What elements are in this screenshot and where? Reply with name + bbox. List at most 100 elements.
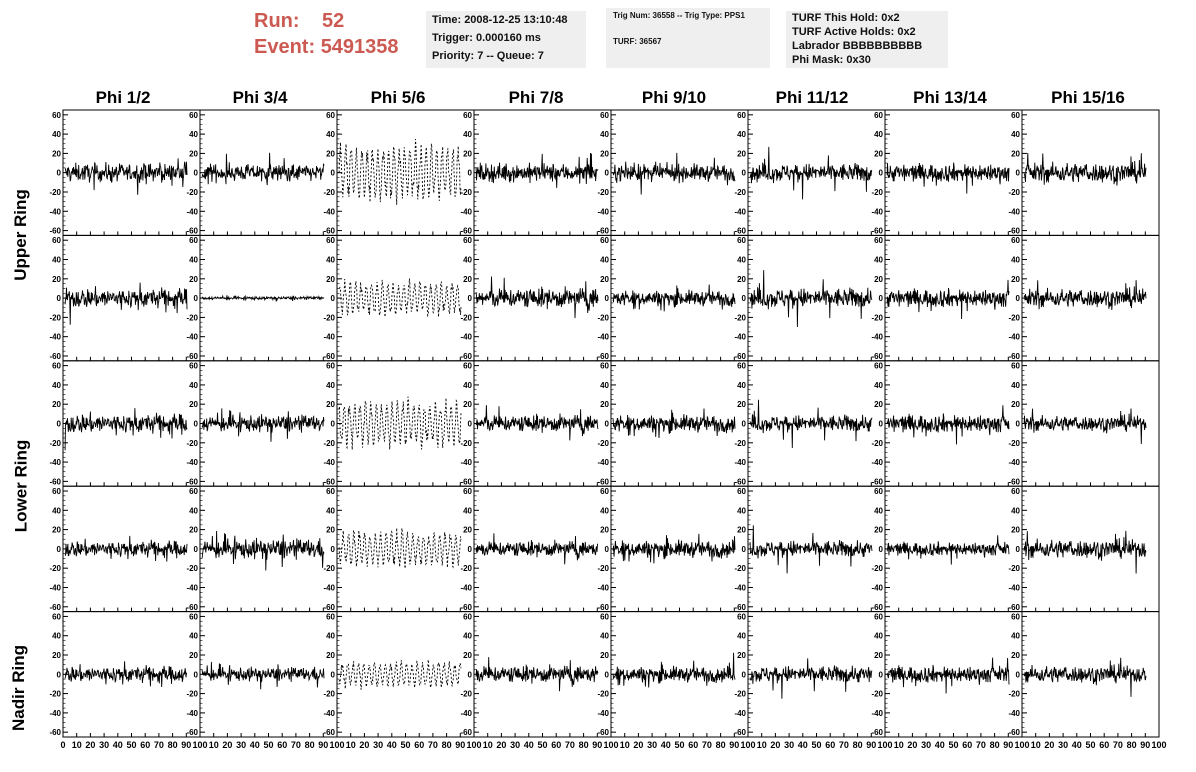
y-tick-label: -40 [186, 458, 198, 467]
y-tick-label: -20 [49, 564, 61, 573]
waveform-line [64, 282, 188, 325]
y-tick-label: 40 [600, 381, 609, 390]
waveform-line [749, 270, 873, 328]
waveform-line [612, 533, 736, 564]
waveform-line [201, 661, 325, 690]
x-tick-label: 40 [661, 740, 671, 750]
y-tick-label: 20 [737, 149, 746, 158]
x-tick-label: 70 [1113, 740, 1123, 750]
y-tick-label: 20 [874, 526, 883, 535]
y-tick-label: 60 [737, 612, 746, 621]
y-tick-label: 60 [189, 612, 198, 621]
y-tick-label: -20 [1008, 439, 1020, 448]
y-tick-label: 40 [326, 381, 335, 390]
y-tick-label: 20 [52, 400, 61, 409]
waveform-line [64, 158, 188, 195]
waveform-line [338, 527, 462, 569]
y-tick-label: -20 [871, 564, 883, 573]
y-tick-label: 40 [326, 506, 335, 515]
y-tick-label: 0 [605, 169, 610, 178]
y-tick-label: -40 [1008, 458, 1020, 467]
waveform-line [749, 146, 873, 200]
y-tick-label: -20 [871, 439, 883, 448]
y-tick-label: -40 [871, 583, 883, 592]
x-tick-label: 10 [620, 740, 630, 750]
waveform-line [1023, 152, 1147, 186]
waveform-panel: -60 -40 -20 0 20 40 60 [734, 234, 886, 362]
y-tick-label: 40 [874, 506, 883, 515]
y-tick-label: 0 [879, 169, 884, 178]
y-tick-label: -20 [1008, 188, 1020, 197]
x-tick-label: 50 [674, 740, 684, 750]
y-tick-label: 0 [879, 294, 884, 303]
x-tick-label: 10 [483, 740, 493, 750]
x-tick-label: 80 [1127, 740, 1137, 750]
y-tick-label: 20 [737, 275, 746, 284]
labrador-text: Labrador BBBBBBBBBB [792, 40, 923, 52]
y-tick-label: -20 [460, 313, 472, 322]
x-tick-label: 60 [277, 740, 287, 750]
waveform-panel: -60 -40 -20 0 20 40 60 [1008, 360, 1160, 487]
waveform-panel: -60 -40 -20 0 20 40 60 [460, 234, 612, 362]
y-tick-label: -60 [49, 728, 61, 737]
y-tick-label: -60 [186, 728, 198, 737]
y-tick-label: 0 [742, 294, 747, 303]
x-tick-label: 30 [236, 740, 246, 750]
y-tick-label: 0 [194, 545, 199, 554]
y-tick-label: 20 [1011, 651, 1020, 660]
y-tick-label: 60 [189, 111, 198, 120]
x-tick-label: 90 [1003, 740, 1013, 750]
y-tick-label: 0 [605, 545, 610, 554]
waveform-line [886, 405, 1010, 445]
y-tick-label: 20 [189, 651, 198, 660]
waveform-panel: -60 -40 -20 0 20 40 60 [734, 611, 886, 738]
y-tick-label: -40 [323, 709, 335, 718]
waveform-line [886, 279, 1010, 320]
y-tick-label: -60 [49, 477, 61, 486]
waveform-line [749, 525, 873, 574]
waveform-panel: -60 -40 -20 0 20 40 60 [49, 485, 201, 613]
y-tick-label: 40 [874, 381, 883, 390]
y-tick-label: 0 [331, 420, 336, 429]
y-tick-label: -20 [460, 690, 472, 699]
y-tick-label: 20 [463, 149, 472, 158]
x-tick-label: 100 [329, 740, 344, 750]
y-tick-label: -40 [597, 583, 609, 592]
priority-text: Priority: 7 -- Queue: 7 [432, 50, 544, 62]
y-tick-label: 40 [52, 256, 61, 265]
y-tick-label: -60 [323, 227, 335, 236]
y-tick-label: -60 [323, 477, 335, 486]
y-tick-label: 60 [1011, 612, 1020, 621]
column-header-phi-3-4: Phi 3/4 [232, 88, 288, 107]
waveform-line [338, 278, 462, 318]
y-tick-label: -60 [460, 477, 472, 486]
y-tick-label: -40 [323, 583, 335, 592]
y-tick-label: -40 [734, 709, 746, 718]
y-tick-label: -20 [597, 313, 609, 322]
waveform-line [475, 405, 599, 441]
waveform-panel: -60 -40 -20 0 20 40 60 [186, 485, 338, 613]
y-tick-label: 20 [189, 275, 198, 284]
y-tick-label: 40 [189, 506, 198, 515]
x-tick-label: 20 [222, 740, 232, 750]
turf-info-box: TURF This Hold: 0x2 TURF Active Holds: 0… [786, 11, 948, 68]
waveform-panel: -60 -40 -20 0 20 40 60 [323, 234, 475, 362]
y-tick-label: -60 [186, 477, 198, 486]
y-tick-label: 0 [605, 420, 610, 429]
x-tick-label: 30 [373, 740, 383, 750]
y-tick-label: -40 [323, 333, 335, 342]
y-tick-label: 40 [463, 381, 472, 390]
y-tick-label: -40 [186, 207, 198, 216]
y-tick-label: 20 [326, 651, 335, 660]
x-tick-label: 20 [1044, 740, 1054, 750]
x-tick-label: 100 [466, 740, 481, 750]
y-tick-label: 40 [1011, 506, 1020, 515]
column-header-phi-7-8: Phi 7/8 [508, 88, 564, 107]
x-tick-label: 50 [811, 740, 821, 750]
waveform-panel: -60 -40 -20 0 20 40 60 [186, 360, 338, 487]
y-tick-label: 60 [326, 236, 335, 245]
y-tick-label: 60 [52, 612, 61, 621]
y-tick-label: 40 [600, 256, 609, 265]
x-tick-label: 10 [757, 740, 767, 750]
y-tick-label: 40 [1011, 632, 1020, 641]
